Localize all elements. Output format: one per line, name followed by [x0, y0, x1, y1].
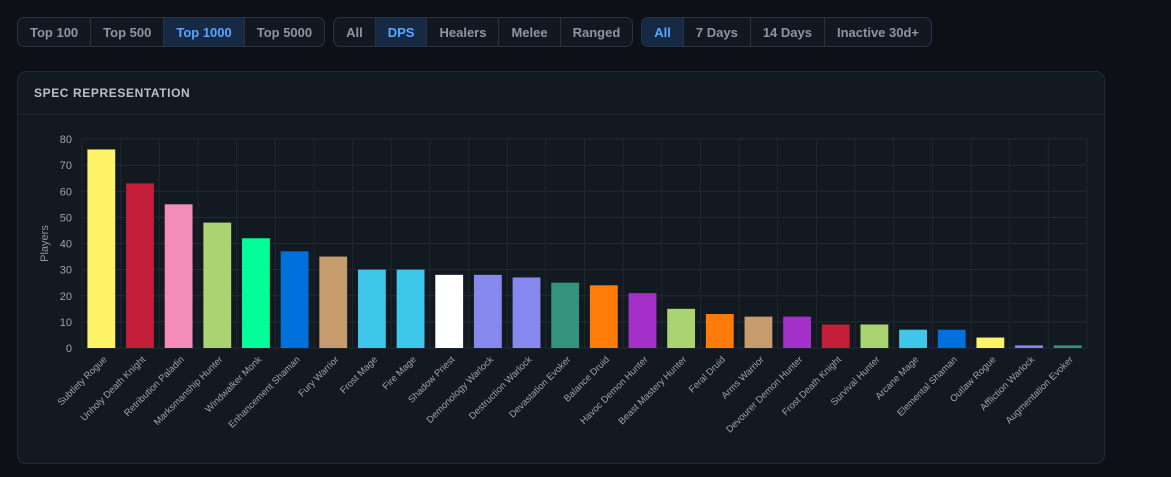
bar [628, 293, 657, 348]
bar [589, 285, 618, 348]
x-tick-label: Marksmanship Hunter [152, 354, 225, 427]
filter-role-ranged[interactable]: Ranged [572, 24, 621, 40]
rank-filter-group: Top 100 Top 500 Top 1000 Top 5000 [17, 17, 326, 47]
bar [280, 251, 309, 348]
x-tick-label: Demonology Warlock [425, 354, 497, 426]
bar [203, 222, 232, 348]
bar [357, 269, 386, 348]
bar [937, 329, 966, 348]
bar [551, 282, 580, 348]
y-tick-label: 70 [60, 160, 72, 172]
x-tick-label: Fire Mage [381, 354, 419, 392]
grid-lines [81, 138, 1088, 349]
filter-role-melee[interactable]: Melee [499, 18, 561, 46]
x-tick-label: Feral Druid [687, 354, 728, 395]
x-tick-label: Unholy Death Knight [79, 354, 149, 424]
filter-top-1000[interactable]: Top 1000 [164, 18, 245, 46]
x-tick-label: Frost Mage [338, 354, 380, 396]
bar [473, 274, 502, 348]
x-tick-label: Havoc Demon Hunter [578, 354, 650, 426]
bar [435, 274, 464, 348]
filter-role-healers[interactable]: Healers [427, 18, 500, 46]
bar [821, 324, 850, 348]
filter-top-500[interactable]: Top 500 [91, 18, 165, 46]
role-filter-group: All DPS Healers Melee Ranged [333, 17, 634, 47]
bar [87, 149, 116, 348]
bar [319, 256, 348, 348]
bar [976, 337, 1005, 348]
time-filter-group: All 7 Days 14 Days Inactive 30d+ [641, 17, 933, 47]
y-tick-label: 40 [60, 239, 72, 251]
y-tick-label: 60 [60, 186, 72, 198]
bar [705, 314, 734, 348]
y-tick-label: 10 [60, 317, 72, 329]
y-tick-label: 20 [60, 291, 72, 303]
x-tick-label: Beast Mastery Hunter [617, 354, 690, 427]
filter-time-7-days[interactable]: 7 Days [684, 18, 751, 46]
bar [783, 316, 812, 348]
y-tick-label: 0 [66, 343, 72, 355]
filter-time-14-days[interactable]: 14 Days [751, 18, 825, 46]
filter-time-inactive-30d[interactable]: Inactive 30d+ [836, 24, 920, 40]
panel-title: SPEC REPRESENTATION [18, 72, 1104, 115]
bar [860, 324, 889, 348]
x-tick-label: Devourer Demon Hunter [724, 354, 805, 435]
spec-representation-panel: SPEC REPRESENTATION 0 10 20 30 40 50 60 70 80 Sub… [17, 71, 1105, 464]
bar [164, 204, 193, 348]
y-axis-title: Players [39, 225, 51, 262]
filter-role-all[interactable]: All [334, 18, 376, 46]
x-tick-label: Enhancement Shaman [227, 354, 303, 430]
filter-role-dps[interactable]: DPS [375, 18, 428, 46]
bar [242, 238, 270, 348]
bar [1053, 345, 1082, 348]
filter-time-all[interactable]: All [642, 18, 684, 46]
filter-bar: Top 100 Top 500 Top 1000 Top 5000 All DP… [17, 17, 933, 47]
bar [899, 329, 927, 348]
bar [667, 308, 696, 348]
filter-top-5000[interactable]: Top 5000 [256, 24, 313, 40]
bar [1015, 345, 1043, 348]
x-tick-label: Augmentation Evoker [1004, 354, 1076, 426]
bar [126, 183, 154, 348]
bar [512, 277, 541, 348]
filter-top-100[interactable]: Top 100 [18, 18, 92, 46]
y-tick-label: 50 [60, 212, 72, 224]
y-tick-label: 30 [60, 265, 72, 277]
x-tick-label: Fury Warrior [297, 354, 342, 399]
bar [396, 269, 425, 348]
bar [744, 316, 773, 348]
y-tick-label: 80 [60, 134, 72, 146]
